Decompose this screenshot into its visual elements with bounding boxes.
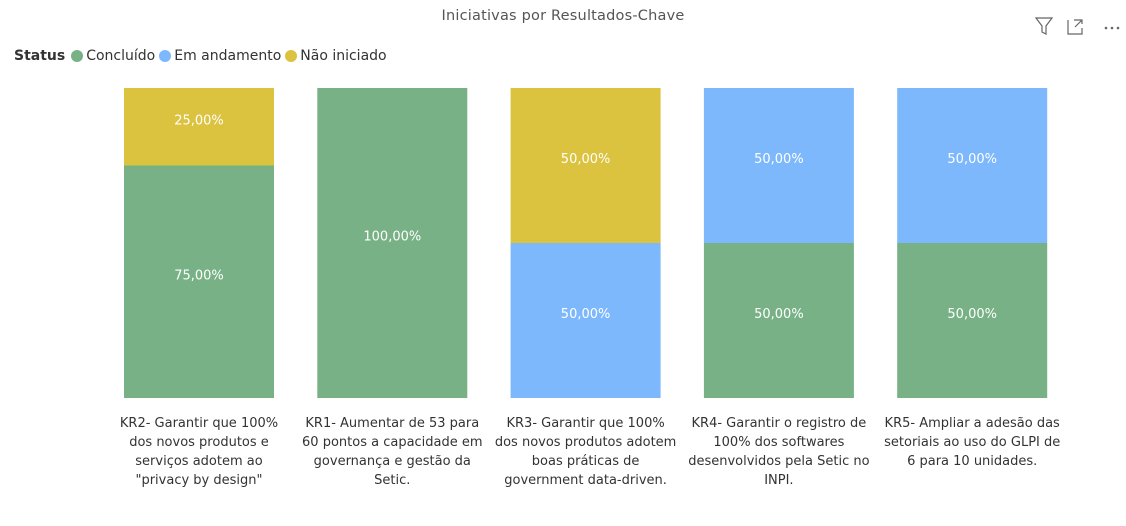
legend-item: Concluído <box>71 48 155 64</box>
legend-swatch <box>285 50 298 62</box>
data-label: 75,00% <box>174 268 224 283</box>
bar-segment <box>897 243 1048 398</box>
bar-segment <box>703 243 854 398</box>
bar-segment <box>897 88 1048 243</box>
chart-title: Iniciativas por Resultados-Chave <box>441 8 685 24</box>
data-label: 50,00% <box>947 152 997 167</box>
filter-icon[interactable] <box>1034 17 1054 35</box>
bar-segment <box>124 165 274 398</box>
legend-label: Concluído <box>86 48 156 64</box>
x-tick-label: KR1- Aumentar de 53 para 60 pontos a cap… <box>302 416 483 488</box>
legend-item: Não iniciado <box>285 48 387 64</box>
legend-item: Em andamento <box>159 48 281 64</box>
data-label: 50,00% <box>754 307 804 322</box>
legend-swatch <box>159 50 172 62</box>
bar-segment <box>317 88 468 398</box>
toolbar <box>1034 17 1120 35</box>
x-tick-label: KR3- Garantir que 100% dos novos produto… <box>494 416 677 488</box>
legend-swatch <box>71 50 84 62</box>
data-label: 100,00% <box>363 230 421 245</box>
x-tick-label: KR5- Ampliar a adesão das setoriais ao u… <box>884 416 1061 469</box>
bar-segment <box>703 88 854 243</box>
data-label: 25,00% <box>174 113 224 128</box>
legend-label: Não iniciado <box>300 48 387 64</box>
bar-segment <box>510 243 661 398</box>
data-label: 50,00% <box>561 307 611 322</box>
data-label: 50,00% <box>947 307 997 322</box>
legend-title: Status <box>14 48 66 64</box>
data-label: 50,00% <box>754 152 804 167</box>
more-icon[interactable] <box>1104 26 1120 30</box>
x-tick-label: KR2- Garantir que 100% dos novos produto… <box>119 416 279 488</box>
x-tick-label: KR4- Garantir o registro de 100% dos sof… <box>688 416 870 488</box>
bar-segment <box>510 88 661 243</box>
legend: Status Concluído Em andamento Não iniciado <box>14 48 391 64</box>
data-label: 50,00% <box>561 152 611 167</box>
legend-label: Em andamento <box>174 48 282 64</box>
bar-segment <box>124 88 274 166</box>
focus-icon[interactable] <box>1067 19 1083 35</box>
